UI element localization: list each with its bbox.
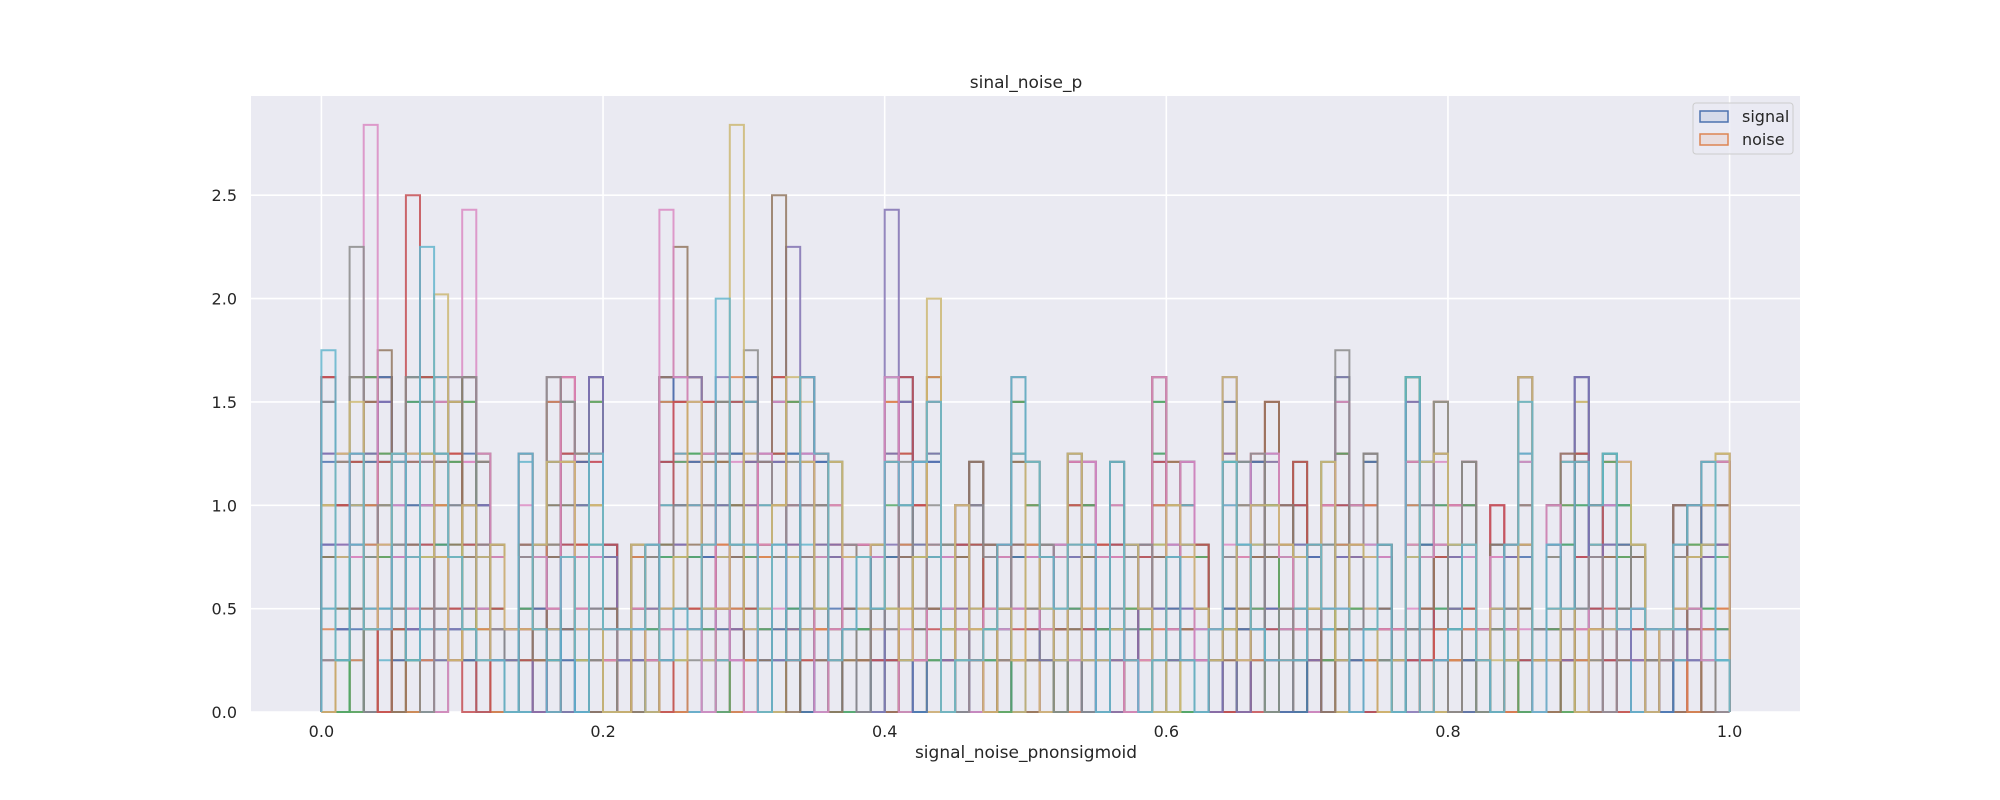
y-tick-label: 1.5 bbox=[212, 393, 237, 412]
y-tick-label: 2.5 bbox=[212, 186, 237, 205]
y-tick-label: 0.0 bbox=[212, 703, 237, 722]
x-tick-label: 0.2 bbox=[590, 722, 615, 741]
chart-title: sinal_noise_p bbox=[970, 73, 1083, 93]
x-axis-label: signal_noise_pnonsigmoid bbox=[915, 743, 1137, 763]
legend-label-signal: signal bbox=[1742, 107, 1789, 126]
y-tick-label: 2.0 bbox=[212, 290, 237, 309]
histogram-layer bbox=[320, 123, 1731, 713]
x-tick-label: 1.0 bbox=[1717, 722, 1742, 741]
legend: signal noise bbox=[1692, 102, 1794, 155]
x-tick-label: 0.0 bbox=[309, 722, 334, 741]
x-tick-label: 0.4 bbox=[872, 722, 897, 741]
x-tick-label: 0.6 bbox=[1154, 722, 1179, 741]
histogram-series bbox=[320, 194, 1731, 713]
y-tick-label: 1.0 bbox=[212, 496, 237, 515]
x-tick-label: 0.8 bbox=[1435, 722, 1460, 741]
legend-swatch-noise bbox=[1699, 133, 1729, 146]
tick-labels: 0.0 0.2 0.4 0.6 0.8 1.0 0.0 0.5 1.0 1.5 2.0 2.5 bbox=[212, 186, 1743, 741]
y-tick-label: 0.5 bbox=[212, 600, 237, 619]
legend-swatch-signal bbox=[1699, 110, 1729, 123]
legend-box bbox=[1692, 102, 1794, 155]
histogram-series bbox=[320, 245, 1731, 713]
legend-label-noise: noise bbox=[1742, 130, 1785, 149]
